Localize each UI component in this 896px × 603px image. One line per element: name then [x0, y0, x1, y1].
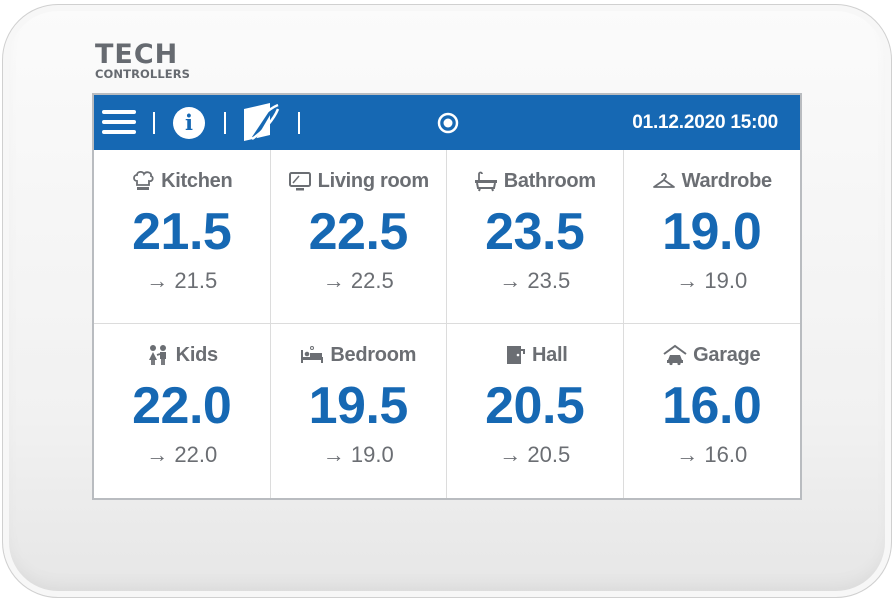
room-tile-bedroom[interactable]: Bedroom 19.5 → 19.0	[271, 324, 447, 498]
room-setpoint: → 23.5	[499, 268, 571, 293]
door-icon	[507, 346, 525, 364]
room-tile-garage[interactable]: Garage 16.0 → 16.0	[624, 324, 801, 498]
room-name: Living room	[317, 169, 429, 192]
brand-name: TECH	[95, 39, 179, 70]
status-icon	[437, 112, 459, 134]
kids-icon	[148, 345, 166, 365]
room-setpoint: → 20.5	[499, 442, 571, 467]
room-tile-kitchen[interactable]: Kitchen 21.5 → 21.5	[94, 150, 271, 324]
room-temperature: 20.5	[485, 377, 585, 435]
room-temperature: 19.5	[308, 377, 409, 435]
brand-logo: TECH CONTROLLERS	[95, 41, 190, 80]
room-temperature: 22.5	[308, 203, 409, 261]
room-temperature: 16.0	[662, 377, 762, 435]
room-setpoint: → 19.0	[322, 442, 394, 467]
room-tile-kids[interactable]: Kids 22.0 → 22.0	[94, 324, 271, 498]
room-name: Wardrobe	[681, 169, 773, 192]
hanger-icon	[652, 172, 675, 188]
room-tile-living-room[interactable]: Living room 22.5 → 22.5	[270, 150, 447, 324]
info-icon[interactable]: i	[173, 107, 205, 139]
room-temperature: 23.5	[485, 203, 585, 261]
room-name: Bedroom	[330, 343, 417, 366]
room-temperature: 21.5	[132, 203, 232, 261]
rooms-grid: Kitchen 21.5 → 21.5 Living room 22.5 → 2…	[94, 150, 800, 498]
room-name: Kids	[175, 343, 218, 366]
bed-icon	[301, 346, 324, 363]
room-setpoint: → 22.0	[146, 442, 218, 467]
room-setpoint: → 16.0	[676, 442, 748, 467]
room-temperature: 22.0	[132, 377, 232, 435]
room-name: Kitchen	[161, 169, 233, 192]
room-setpoint: → 19.0	[676, 268, 748, 293]
room-tile-bathroom[interactable]: Bathroom 23.5 → 23.5	[447, 150, 624, 324]
datetime: 01.12.2020 15:00	[632, 112, 778, 133]
touch-screen: i 01.12.2020 15:00 Kitchen 21.5 → 21.5	[92, 93, 802, 500]
brand-sub: CONTROLLERS	[95, 67, 191, 81]
bathtub-icon	[474, 171, 497, 192]
room-name: Hall	[532, 343, 568, 366]
tv-icon	[288, 172, 311, 191]
separator	[153, 112, 155, 134]
chef-hat-icon	[133, 170, 154, 190]
room-name: Garage	[693, 343, 761, 366]
room-setpoint: → 22.5	[322, 268, 394, 293]
room-temperature: 19.0	[662, 203, 762, 261]
room-tile-hall[interactable]: Hall 20.5 → 20.5	[447, 324, 624, 498]
room-name: Bathroom	[503, 169, 596, 192]
room-setpoint: → 21.5	[146, 268, 218, 293]
separator	[298, 112, 300, 134]
room-tile-wardrobe[interactable]: Wardrobe 19.0 → 19.0	[623, 150, 800, 324]
garage-icon	[663, 344, 687, 366]
top-bar: i 01.12.2020 15:00	[94, 95, 800, 150]
menu-icon[interactable]	[102, 110, 136, 136]
mode-icon[interactable]	[242, 101, 280, 143]
separator	[224, 112, 226, 134]
